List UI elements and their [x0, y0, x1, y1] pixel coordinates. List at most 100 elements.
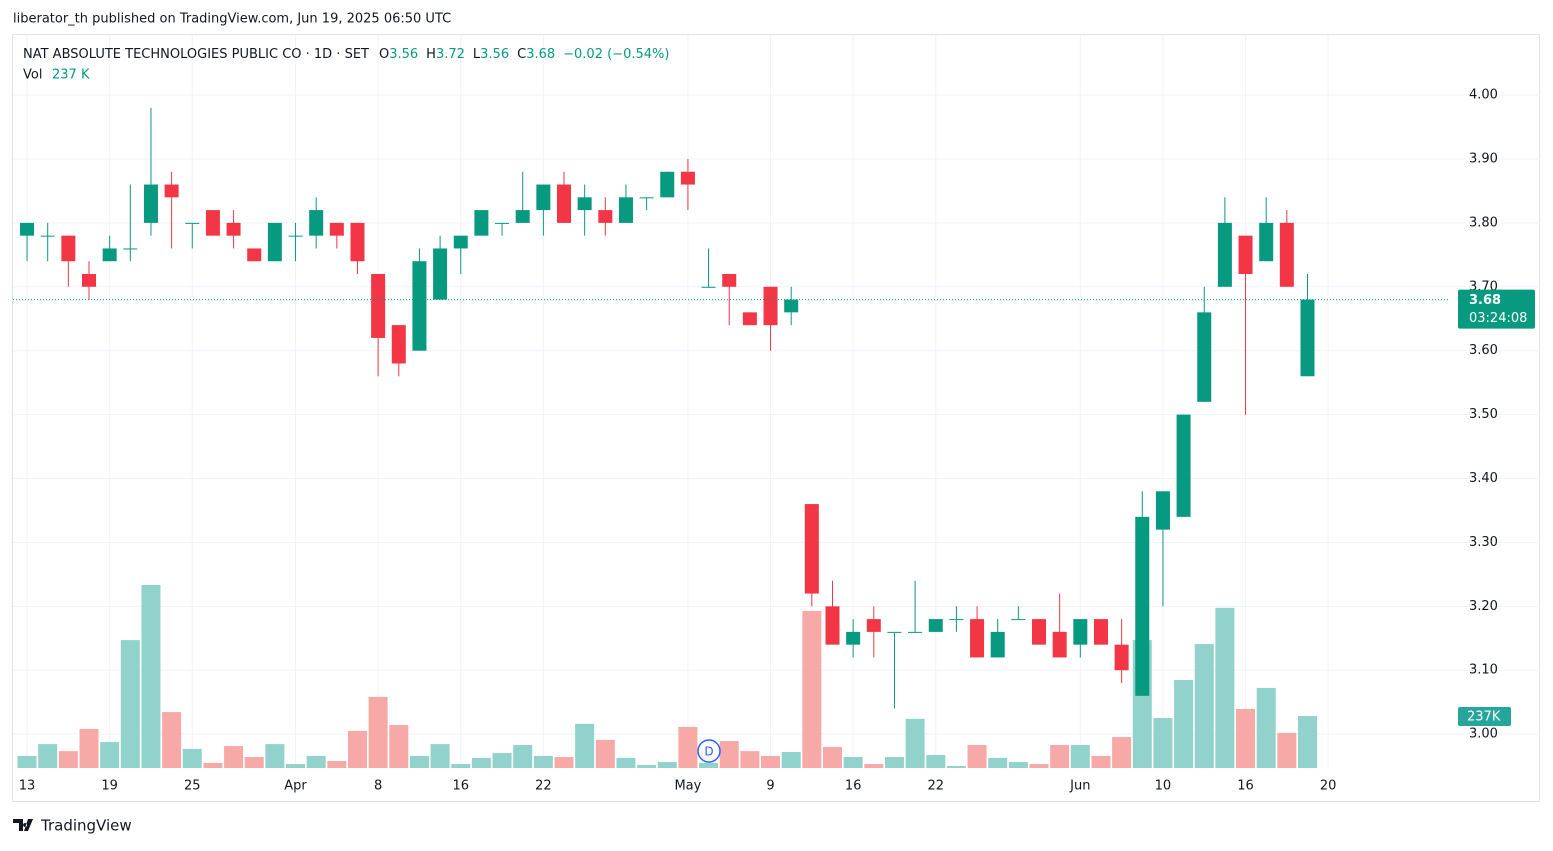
- volume-bar: [988, 757, 1008, 768]
- volume-bar: [699, 762, 719, 768]
- candle-body: [309, 210, 324, 236]
- candle-body: [1155, 491, 1170, 530]
- candle-body: [1011, 619, 1026, 621]
- x-tick-label: 16: [452, 779, 469, 794]
- volume-bar: [554, 757, 574, 768]
- x-tick-label: 10: [1155, 779, 1172, 794]
- published: liberator_th published on TradingView.co…: [13, 12, 451, 27]
- ohlc-value: 3.68: [526, 47, 555, 62]
- candle-body: [226, 222, 241, 236]
- ohlc-letter: C: [517, 47, 526, 62]
- y-tick-label: 3.10: [1469, 663, 1498, 678]
- volume-bar: [616, 757, 636, 768]
- volume-bar: [533, 755, 553, 768]
- candle-body: [164, 184, 179, 198]
- y-tick-label: 3.20: [1469, 599, 1498, 614]
- candle-body: [577, 197, 592, 211]
- candle-body: [598, 210, 613, 223]
- volume-bar: [120, 640, 140, 768]
- countdown: 03:24:08: [1469, 311, 1527, 326]
- last-price-box: [1458, 289, 1535, 329]
- candle-body: [1032, 619, 1047, 645]
- y-tick-label: 3.00: [1469, 727, 1498, 742]
- volume-bar: [162, 712, 182, 768]
- x-tick-label: Jun: [1069, 779, 1090, 794]
- volume-bar: [575, 723, 595, 768]
- brand: TradingView: [40, 817, 132, 835]
- candle-body: [660, 171, 675, 198]
- volume-value: 237 K: [52, 68, 90, 83]
- x-tick-label: May: [674, 779, 701, 794]
- volume-bar: [1153, 717, 1173, 768]
- volume-bar: [141, 585, 161, 768]
- volume-bar: [100, 742, 120, 768]
- x-tick-label: 9: [766, 779, 774, 794]
- volume-bar: [38, 744, 58, 768]
- candle-body: [557, 184, 572, 223]
- volume-bar: [17, 755, 37, 768]
- candle-body: [970, 619, 985, 658]
- volume-bar: [224, 746, 244, 768]
- volume-bar: [864, 764, 884, 768]
- candle-body: [846, 631, 861, 645]
- y-tick-label: 3.90: [1469, 151, 1498, 166]
- volume-bar: [802, 610, 822, 768]
- candle-body: [928, 619, 943, 632]
- candle-body: [185, 222, 200, 224]
- x-tick-label: 22: [927, 779, 944, 794]
- candle-body: [1238, 235, 1253, 275]
- dividend-label: D: [704, 745, 713, 759]
- candle-body: [515, 210, 530, 223]
- volume-bar: [244, 757, 264, 768]
- volume-bar: [740, 751, 760, 768]
- volume-bar: [781, 751, 801, 768]
- volume-bar: [843, 757, 863, 768]
- candle-body: [1135, 516, 1150, 696]
- volume-bar: [1236, 708, 1256, 768]
- candle-body: [205, 210, 220, 236]
- candle-body: [267, 222, 282, 262]
- volume-bar: [657, 762, 677, 768]
- y-tick-label: 3.60: [1469, 343, 1498, 358]
- candle-body: [288, 235, 303, 237]
- volume-bar: [678, 726, 698, 768]
- volume-bar: [1112, 737, 1132, 768]
- candle-body: [412, 261, 427, 351]
- volume-bar: [409, 755, 429, 768]
- legend: NAT ABSOLUTE TECHNOLOGIES PUBLIC CO · 1D…: [23, 47, 669, 62]
- candle-body: [1093, 619, 1108, 645]
- candle-body: [61, 235, 76, 262]
- volume-bar: [1194, 644, 1214, 768]
- candle-body: [143, 184, 158, 223]
- ohlc-letter: L: [473, 47, 481, 62]
- ohlc-letter: O: [379, 47, 389, 62]
- candle-body: [784, 299, 799, 313]
- volume-bar: [182, 748, 202, 768]
- volume-bar: [347, 730, 367, 768]
- candle-body: [1052, 631, 1067, 658]
- candle-body: [990, 631, 1005, 658]
- volume-bar: [286, 764, 306, 768]
- candle-body: [701, 286, 716, 288]
- volume-bar: [492, 753, 512, 768]
- volume-bar: [389, 724, 409, 768]
- volume-bar: [430, 744, 450, 768]
- x-tick-label: 8: [374, 779, 382, 794]
- candle-body: [1073, 619, 1088, 645]
- volume-bar: [1174, 680, 1194, 768]
- candle-body: [1300, 299, 1315, 377]
- brand-logo: [13, 819, 33, 831]
- volume-axis-label: 237K: [1467, 710, 1501, 725]
- last-price-label: 3.68: [1469, 293, 1501, 308]
- volume-bar: [1256, 687, 1276, 768]
- candle-body: [908, 631, 923, 633]
- candle-body: [1197, 312, 1212, 402]
- dividend-icon[interactable]: [697, 739, 721, 763]
- candle-body: [1176, 414, 1191, 517]
- y-tick-label: 3.50: [1469, 407, 1498, 422]
- candle-body: [887, 631, 902, 633]
- volume-bar: [1029, 764, 1049, 768]
- volume-bar: [306, 755, 326, 768]
- candle-body: [371, 274, 386, 338]
- volume-bar: [595, 739, 615, 768]
